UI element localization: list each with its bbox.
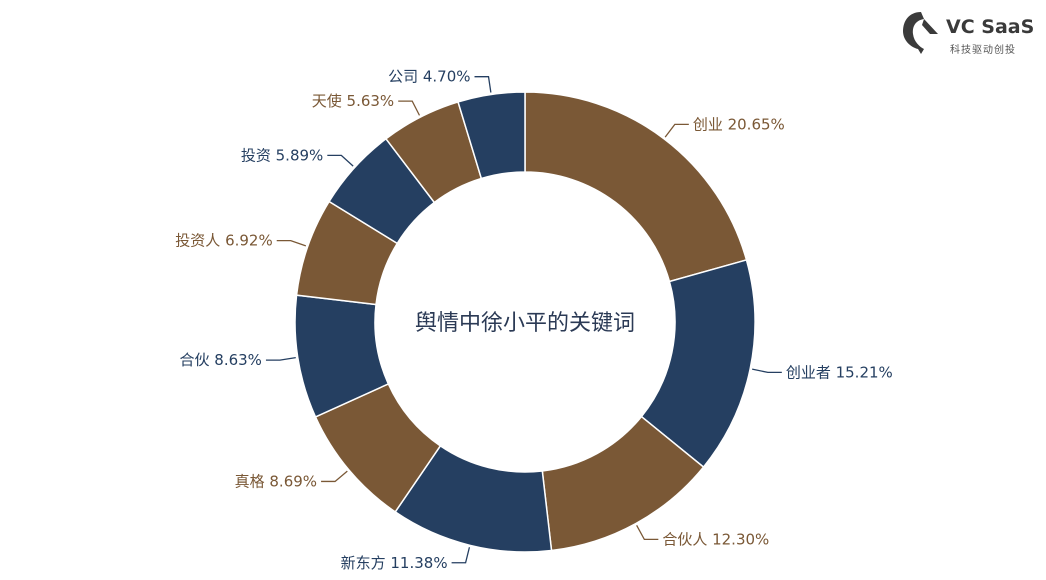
slice-label-2: 创业者 15.21% (786, 363, 893, 381)
slice-label-8: 投资 5.89% (241, 146, 323, 164)
leader-line-7 (276, 239, 307, 247)
slice-label-9: 天使 5.63% (312, 92, 394, 110)
slice-label-3: 合伙人 12.30% (662, 530, 769, 548)
leader-line-4 (451, 547, 471, 564)
chart-title: 舆情中徐小平的关键词 (415, 311, 635, 336)
slice-label-4: 新东方 11.38% (341, 554, 448, 572)
slice-label-10: 公司 4.70% (388, 68, 470, 86)
donut-slice-10 (457, 91, 526, 180)
leader-line-10 (474, 76, 492, 93)
slice-label-6: 合伙 8.63% (180, 351, 262, 369)
label-leader-lines (265, 76, 782, 564)
brand-tagline: 科技驱动创投 (950, 45, 1016, 56)
brand-logo: VC SaaS 科技驱动创投 (900, 10, 1040, 60)
leader-line-3 (636, 525, 659, 541)
donut-slices (294, 91, 756, 553)
leader-line-6 (265, 357, 296, 361)
slice-labels: 创业 20.65% 创业者 15.21% 合伙人 12.30% 新东方 11.38% 真… (175, 68, 892, 572)
leader-line-8 (327, 154, 354, 167)
slice-label-7: 投资人 6.92% (175, 232, 272, 250)
leader-line-2 (752, 368, 782, 374)
slice-label-5: 真格 8.69% (235, 472, 317, 490)
leader-line-1 (664, 123, 689, 138)
brand-name: VC SaaS (946, 16, 1035, 38)
vc-saas-logo-icon (903, 12, 938, 54)
leader-line-9 (398, 100, 421, 116)
leader-line-5 (321, 470, 348, 483)
slice-label-1: 创业 20.65% (693, 115, 785, 133)
